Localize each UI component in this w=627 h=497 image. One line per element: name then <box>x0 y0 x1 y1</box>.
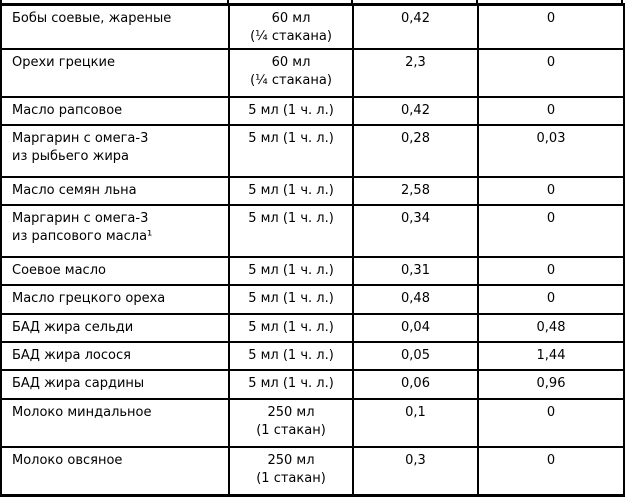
value1-cell: 2,58 <box>352 176 479 206</box>
serving-cell: 250 мл (1 стакан) <box>228 446 354 496</box>
table-row: Молоко миндальное 250 мл (1 стакан) 0,1 … <box>0 398 625 448</box>
table-row: БАД жира лосося 5 мл (1 ч. л.) 0,05 1,44 <box>0 341 625 371</box>
table-row: Маргарин с омега-3 из рапсового масла¹ 5… <box>0 204 625 258</box>
value1-cell: 0,28 <box>352 124 479 178</box>
value2-cell: 1,44 <box>477 341 625 371</box>
value1-cell: 0,31 <box>352 256 479 286</box>
cropped-row-top <box>0 0 625 3</box>
border-stub <box>351 0 353 3</box>
serving-cell: 5 мл (1 ч. л.) <box>228 96 354 126</box>
value1-cell: 0,42 <box>352 3 479 50</box>
serving-cell: 5 мл (1 ч. л.) <box>228 204 354 258</box>
table-row: Соевое масло 5 мл (1 ч. л.) 0,31 0 <box>0 256 625 286</box>
value2-cell: 0 <box>477 96 625 126</box>
value1-cell: 0,48 <box>352 284 479 315</box>
table-body: Бобы соевые, жареные 60 мл (¼ стакана) 0… <box>0 3 625 496</box>
food-name-cell: Бобы соевые, жареные <box>0 3 230 50</box>
value1-cell: 0,1 <box>352 398 479 448</box>
value2-cell: 0 <box>477 398 625 448</box>
value1-cell: 0,04 <box>352 313 479 343</box>
value2-cell: 0 <box>477 176 625 206</box>
serving-cell: 5 мл (1 ч. л.) <box>228 341 354 371</box>
value2-cell: 0 <box>477 446 625 496</box>
serving-cell: 5 мл (1 ч. л.) <box>228 369 354 400</box>
value2-cell: 0,48 <box>477 313 625 343</box>
food-name-cell: Масло рапсовое <box>0 96 230 126</box>
food-name-cell: Маргарин с омега-3 из рыбьего жира <box>0 124 230 178</box>
serving-cell: 5 мл (1 ч. л.) <box>228 124 354 178</box>
border-stub <box>476 0 478 3</box>
value1-cell: 0,06 <box>352 369 479 400</box>
value1-cell: 2,3 <box>352 48 479 98</box>
value1-cell: 0,05 <box>352 341 479 371</box>
table-row: БАД жира сельди 5 мл (1 ч. л.) 0,04 0,48 <box>0 313 625 343</box>
border-stub <box>621 0 623 3</box>
table-row: Молоко овсяное 250 мл (1 стакан) 0,3 0 <box>0 446 625 496</box>
food-name-cell: Масло грецкого ореха <box>0 284 230 315</box>
food-name-cell: БАД жира сельди <box>0 313 230 343</box>
table-row: Масло рапсовое 5 мл (1 ч. л.) 0,42 0 <box>0 96 625 126</box>
serving-cell: 5 мл (1 ч. л.) <box>228 256 354 286</box>
food-name-cell: Масло семян льна <box>0 176 230 206</box>
serving-cell: 5 мл (1 ч. л.) <box>228 176 354 206</box>
table-row: Орехи грецкие 60 мл (¼ стакана) 2,3 0 <box>0 48 625 98</box>
food-name-cell: Молоко миндальное <box>0 398 230 448</box>
value2-cell: 0,96 <box>477 369 625 400</box>
value1-cell: 0,34 <box>352 204 479 258</box>
table-row: Маргарин с омега-3 из рыбьего жира 5 мл … <box>0 124 625 178</box>
value1-cell: 0,42 <box>352 96 479 126</box>
border-stub <box>227 0 229 3</box>
border-stub <box>0 0 2 3</box>
serving-cell: 60 мл (¼ стакана) <box>228 48 354 98</box>
value2-cell: 0 <box>477 3 625 50</box>
table-row: БАД жира сардины 5 мл (1 ч. л.) 0,06 0,9… <box>0 369 625 400</box>
food-name-cell: Маргарин с омега-3 из рапсового масла¹ <box>0 204 230 258</box>
value2-cell: 0 <box>477 256 625 286</box>
serving-cell: 60 мл (¼ стакана) <box>228 3 354 50</box>
value2-cell: 0,03 <box>477 124 625 178</box>
table-row: Масло грецкого ореха 5 мл (1 ч. л.) 0,48… <box>0 284 625 315</box>
food-name-cell: БАД жира сардины <box>0 369 230 400</box>
value1-cell: 0,3 <box>352 446 479 496</box>
food-name-cell: Молоко овсяное <box>0 446 230 496</box>
table-row: Масло семян льна 5 мл (1 ч. л.) 2,58 0 <box>0 176 625 206</box>
food-name-cell: Соевое масло <box>0 256 230 286</box>
serving-cell: 250 мл (1 стакан) <box>228 398 354 448</box>
food-name-cell: БАД жира лосося <box>0 341 230 371</box>
food-name-cell: Орехи грецкие <box>0 48 230 98</box>
omega3-food-table: Бобы соевые, жареные 60 мл (¼ стакана) 0… <box>0 3 625 497</box>
value2-cell: 0 <box>477 284 625 315</box>
serving-cell: 5 мл (1 ч. л.) <box>228 284 354 315</box>
table-row: Бобы соевые, жареные 60 мл (¼ стакана) 0… <box>0 3 625 50</box>
serving-cell: 5 мл (1 ч. л.) <box>228 313 354 343</box>
value2-cell: 0 <box>477 48 625 98</box>
value2-cell: 0 <box>477 204 625 258</box>
